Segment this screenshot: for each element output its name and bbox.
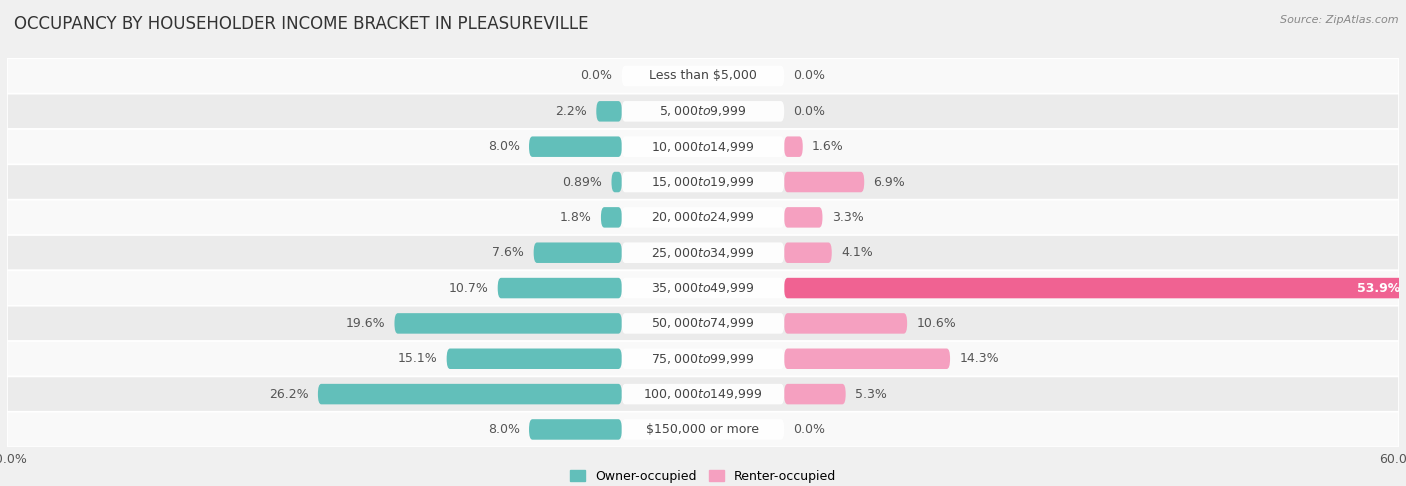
FancyBboxPatch shape bbox=[7, 94, 1399, 129]
Text: $10,000 to $14,999: $10,000 to $14,999 bbox=[651, 139, 755, 154]
FancyBboxPatch shape bbox=[785, 137, 803, 157]
FancyBboxPatch shape bbox=[621, 172, 785, 192]
FancyBboxPatch shape bbox=[621, 243, 785, 263]
FancyBboxPatch shape bbox=[395, 313, 621, 334]
Text: Less than $5,000: Less than $5,000 bbox=[650, 69, 756, 83]
Text: 0.0%: 0.0% bbox=[793, 105, 825, 118]
FancyBboxPatch shape bbox=[7, 129, 1399, 164]
FancyBboxPatch shape bbox=[785, 243, 832, 263]
Text: $25,000 to $34,999: $25,000 to $34,999 bbox=[651, 246, 755, 260]
Text: 6.9%: 6.9% bbox=[873, 175, 905, 189]
Text: OCCUPANCY BY HOUSEHOLDER INCOME BRACKET IN PLEASUREVILLE: OCCUPANCY BY HOUSEHOLDER INCOME BRACKET … bbox=[14, 15, 589, 33]
FancyBboxPatch shape bbox=[529, 137, 621, 157]
FancyBboxPatch shape bbox=[7, 164, 1399, 200]
FancyBboxPatch shape bbox=[529, 419, 621, 440]
Text: 10.6%: 10.6% bbox=[917, 317, 956, 330]
FancyBboxPatch shape bbox=[621, 313, 785, 334]
FancyBboxPatch shape bbox=[596, 101, 621, 122]
FancyBboxPatch shape bbox=[621, 419, 785, 440]
FancyBboxPatch shape bbox=[621, 101, 785, 122]
Text: $50,000 to $74,999: $50,000 to $74,999 bbox=[651, 316, 755, 330]
FancyBboxPatch shape bbox=[621, 384, 785, 404]
FancyBboxPatch shape bbox=[498, 278, 621, 298]
Text: 4.1%: 4.1% bbox=[841, 246, 873, 259]
Text: $35,000 to $49,999: $35,000 to $49,999 bbox=[651, 281, 755, 295]
Text: 10.7%: 10.7% bbox=[449, 281, 488, 295]
FancyBboxPatch shape bbox=[621, 66, 785, 86]
Text: 14.3%: 14.3% bbox=[959, 352, 1000, 365]
Text: 0.0%: 0.0% bbox=[793, 423, 825, 436]
Text: 15.1%: 15.1% bbox=[398, 352, 437, 365]
Text: $75,000 to $99,999: $75,000 to $99,999 bbox=[651, 352, 755, 366]
FancyBboxPatch shape bbox=[600, 207, 621, 227]
Text: 5.3%: 5.3% bbox=[855, 388, 887, 400]
Text: 3.3%: 3.3% bbox=[832, 211, 863, 224]
FancyBboxPatch shape bbox=[7, 306, 1399, 341]
FancyBboxPatch shape bbox=[621, 137, 785, 157]
Text: 26.2%: 26.2% bbox=[269, 388, 308, 400]
Text: $5,000 to $9,999: $5,000 to $9,999 bbox=[659, 104, 747, 118]
FancyBboxPatch shape bbox=[785, 384, 845, 404]
Text: 2.2%: 2.2% bbox=[555, 105, 588, 118]
Text: 8.0%: 8.0% bbox=[488, 140, 520, 153]
FancyBboxPatch shape bbox=[7, 235, 1399, 270]
FancyBboxPatch shape bbox=[621, 348, 785, 369]
Text: 1.8%: 1.8% bbox=[560, 211, 592, 224]
Text: 0.0%: 0.0% bbox=[793, 69, 825, 83]
Text: Source: ZipAtlas.com: Source: ZipAtlas.com bbox=[1281, 15, 1399, 25]
FancyBboxPatch shape bbox=[785, 172, 865, 192]
Text: 1.6%: 1.6% bbox=[813, 140, 844, 153]
FancyBboxPatch shape bbox=[7, 341, 1399, 377]
FancyBboxPatch shape bbox=[621, 207, 785, 227]
Text: $20,000 to $24,999: $20,000 to $24,999 bbox=[651, 210, 755, 225]
Legend: Owner-occupied, Renter-occupied: Owner-occupied, Renter-occupied bbox=[565, 465, 841, 486]
FancyBboxPatch shape bbox=[785, 348, 950, 369]
FancyBboxPatch shape bbox=[7, 377, 1399, 412]
Text: 8.0%: 8.0% bbox=[488, 423, 520, 436]
Text: $100,000 to $149,999: $100,000 to $149,999 bbox=[644, 387, 762, 401]
FancyBboxPatch shape bbox=[785, 207, 823, 227]
FancyBboxPatch shape bbox=[785, 278, 1406, 298]
FancyBboxPatch shape bbox=[612, 172, 621, 192]
Text: 0.89%: 0.89% bbox=[562, 175, 602, 189]
FancyBboxPatch shape bbox=[7, 200, 1399, 235]
Text: 19.6%: 19.6% bbox=[346, 317, 385, 330]
Text: 0.0%: 0.0% bbox=[581, 69, 613, 83]
Text: $15,000 to $19,999: $15,000 to $19,999 bbox=[651, 175, 755, 189]
FancyBboxPatch shape bbox=[534, 243, 621, 263]
FancyBboxPatch shape bbox=[7, 412, 1399, 447]
FancyBboxPatch shape bbox=[7, 270, 1399, 306]
Text: $150,000 or more: $150,000 or more bbox=[647, 423, 759, 436]
FancyBboxPatch shape bbox=[7, 58, 1399, 94]
FancyBboxPatch shape bbox=[785, 313, 907, 334]
FancyBboxPatch shape bbox=[621, 278, 785, 298]
Text: 53.9%: 53.9% bbox=[1357, 281, 1400, 295]
FancyBboxPatch shape bbox=[447, 348, 621, 369]
Text: 7.6%: 7.6% bbox=[492, 246, 524, 259]
FancyBboxPatch shape bbox=[318, 384, 621, 404]
